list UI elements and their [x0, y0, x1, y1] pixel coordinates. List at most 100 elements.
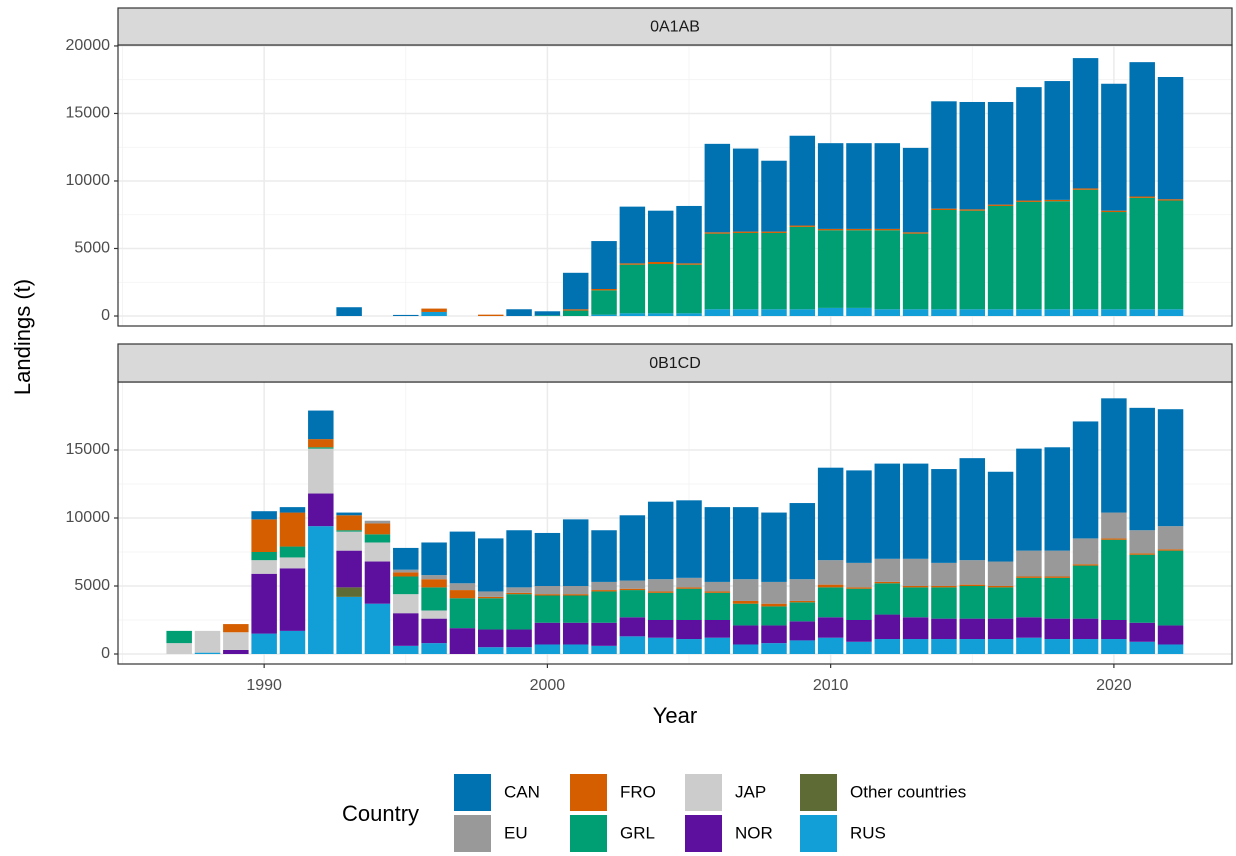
bar-segment: [846, 588, 872, 621]
bar-segment: [1016, 576, 1042, 578]
bar-segment: [676, 263, 702, 265]
bar-segment: [1129, 641, 1155, 655]
bar-segment: [1157, 550, 1184, 626]
bar-segment: [506, 594, 532, 630]
bar-segment: [647, 261, 674, 265]
bar-segment: [619, 617, 646, 637]
bar-segment: [1044, 447, 1070, 551]
bar-segment: [421, 542, 447, 576]
bar-segment: [987, 101, 1014, 205]
bar-segment: [336, 307, 362, 317]
bar-segment: [1101, 639, 1127, 655]
bar-segment: [1044, 550, 1070, 577]
bar-segment: [308, 447, 334, 449]
bar-segment: [817, 230, 844, 308]
bar-segment: [846, 562, 872, 588]
bar-segment: [619, 636, 646, 655]
bar-segment: [619, 588, 646, 591]
bar-segment: [421, 311, 447, 317]
bar-segment: [902, 463, 929, 559]
bar-segment: [1101, 83, 1127, 211]
bar-segment: [987, 204, 1014, 206]
bar-segment: [251, 560, 277, 574]
bar-segment: [1016, 448, 1042, 551]
bar-segment: [194, 652, 221, 655]
bar-segment: [817, 587, 844, 618]
bar-segment: [959, 209, 986, 211]
bar-segment: [987, 618, 1014, 640]
bar-segment: [449, 598, 476, 629]
bar-segment: [1044, 199, 1070, 202]
bar-segment: [1072, 188, 1099, 190]
bar-segment: [1129, 554, 1155, 623]
bar-segment: [732, 603, 759, 626]
bar-segment: [874, 581, 901, 584]
bar-segment: [676, 577, 702, 588]
bar-segment: [647, 210, 674, 262]
bar-segment: [1129, 62, 1155, 197]
y-axis-title: Landings (t): [10, 279, 35, 395]
bar-segment: [761, 606, 787, 626]
bar-segment: [761, 625, 787, 644]
bar-segment: [874, 228, 901, 231]
bar-segment: [676, 639, 702, 655]
bar-segment: [1072, 309, 1099, 317]
bar-segment: [761, 512, 787, 582]
bar-segment: [194, 630, 221, 653]
bar-segment: [817, 617, 844, 638]
bar-segment: [1072, 538, 1099, 565]
bar-segment: [562, 309, 589, 311]
bar-segment: [591, 645, 617, 655]
bar-segment: [959, 639, 986, 655]
bar-segment: [931, 639, 957, 655]
bar-segment: [336, 587, 362, 597]
bar-segment: [1016, 617, 1042, 638]
bar-segment: [987, 561, 1014, 587]
y-tick-label: 10000: [66, 509, 111, 526]
bar-segment: [789, 579, 816, 601]
bar-segment: [591, 581, 617, 591]
legend-label: JAP: [735, 782, 766, 801]
bar-segment: [987, 587, 1014, 619]
bar-segment: [1129, 553, 1155, 555]
legend-key: [800, 774, 837, 811]
bar-segment: [1129, 530, 1155, 554]
bar-segment: [1101, 512, 1127, 539]
bar-segment: [789, 135, 816, 226]
bar-segment: [506, 647, 532, 655]
bar-segment: [1072, 639, 1099, 655]
bar-segment: [393, 645, 419, 655]
bar-segment: [478, 596, 504, 599]
bar-segment: [619, 515, 646, 581]
legend-key: [570, 815, 607, 852]
bar-segment: [761, 232, 787, 310]
bar-segment: [987, 586, 1014, 588]
bar-segment: [789, 600, 816, 603]
bar-segment: [902, 639, 929, 655]
bar-segment: [421, 618, 447, 644]
bar-segment: [534, 532, 561, 587]
bar-segment: [789, 640, 816, 655]
bar-segment: [1016, 577, 1042, 618]
bar-segment: [562, 622, 589, 645]
bar-segment: [676, 620, 702, 640]
bar-segment: [619, 313, 646, 317]
bar-segment: [336, 596, 362, 655]
x-tick-label: 2010: [813, 677, 849, 694]
bar-segment: [959, 309, 986, 317]
bar-segment: [478, 314, 504, 317]
legend-key: [685, 774, 722, 811]
bar-segment: [732, 644, 759, 655]
legend-key: [454, 815, 491, 852]
legend-key: [800, 815, 837, 852]
bar-segment: [336, 550, 362, 588]
bar-segment: [562, 519, 589, 587]
bar-segment: [676, 205, 702, 264]
bar-segment: [902, 233, 929, 310]
bar-segment: [619, 263, 646, 265]
bar-segment: [846, 307, 872, 317]
bar-segment: [364, 561, 391, 604]
bar-segment: [987, 205, 1014, 310]
bar-segment: [279, 568, 306, 631]
